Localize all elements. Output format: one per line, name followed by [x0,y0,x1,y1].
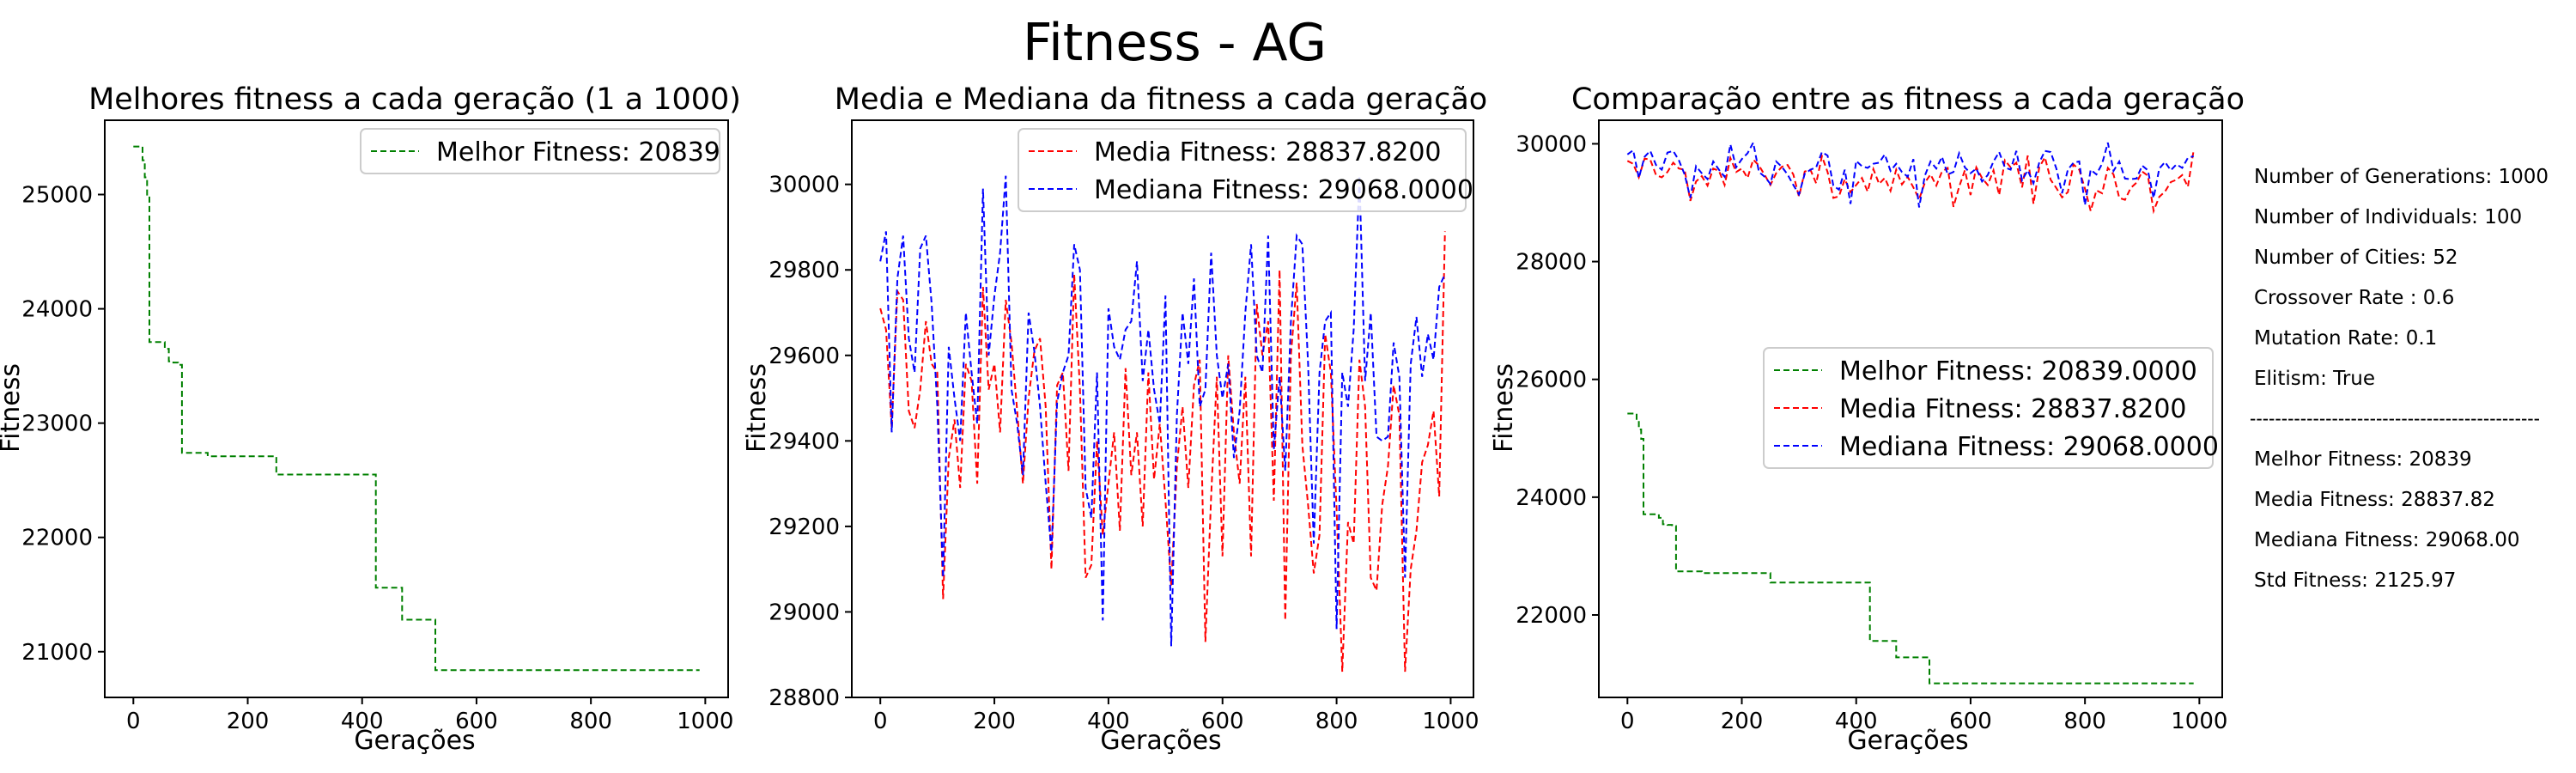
y-tick-label: 29400 [769,429,840,454]
stats-panel: Number of Generations: 1000 Number of In… [2250,166,2549,592]
x-tick-label: 0 [1620,709,1635,734]
stat-mean-fitness: Media Fitness: 28837.82 [2254,489,2495,511]
x-tick-label: 600 [1201,709,1244,734]
y-tick-label: 30000 [769,173,840,198]
y-tick-label: 30000 [1516,131,1587,157]
chart-mean-median: Media e Mediana da fitness a cada geraçã… [742,82,1487,756]
stat-generations: Number of Generations: 1000 [2254,166,2549,188]
stat-individuals: Number of Individuals: 100 [2254,206,2522,228]
x-tick-label: 1000 [1422,709,1479,734]
chart-title: Melhores fitness a cada geração (1 a 100… [88,82,741,117]
x-tick-label: 0 [126,709,141,734]
stat-std-fitness: Std Fitness: 2125.97 [2254,569,2456,592]
legend-label: Melhor Fitness: 20839.0000 [1839,356,2197,386]
y-tick-label: 24000 [21,297,93,323]
x-tick-label: 400 [1835,709,1878,734]
plot-frame [104,119,729,698]
y-tick-label: 24000 [1516,485,1587,511]
legend-label: Melhor Fitness: 20839 [436,137,720,167]
series-line [879,231,1446,673]
x-tick-label: 1000 [677,709,733,734]
figure-suptitle: Fitness - AG [1023,13,1327,73]
y-tick-label: 23000 [21,411,93,437]
stat-elitism: Elitism: True [2254,368,2375,390]
x-axis-label: Gerações [1100,726,1221,756]
y-axis-label: Fitness [1489,363,1519,453]
series-line [1627,412,2194,685]
series-line [1626,140,2194,208]
y-tick-label: 22000 [21,526,93,551]
y-tick-label: 29200 [769,514,840,540]
stat-mutation-rate: Mutation Rate: 0.1 [2254,327,2437,350]
y-axis-label: Fitness [0,363,26,453]
y-tick-label: 26000 [1516,368,1587,393]
y-tick-label: 25000 [21,182,93,208]
series-line [1626,149,2195,215]
y-tick-label: 29000 [769,600,840,625]
legend-box [1018,128,1467,212]
x-axis-label: Gerações [354,726,475,756]
x-tick-label: 200 [1721,709,1764,734]
x-tick-label: 400 [1087,709,1130,734]
x-tick-label: 0 [873,709,888,734]
x-tick-label: 800 [1315,709,1358,734]
y-tick-label: 28800 [769,685,840,711]
series-line [879,175,1446,647]
legend-label: Media Fitness: 28837.8200 [1094,137,1442,167]
y-axis-label: Fitness [742,363,772,453]
x-tick-label: 600 [455,709,498,734]
x-tick-label: 800 [569,709,612,734]
legend-label: Media Fitness: 28837.8200 [1839,394,2187,424]
legend-box [1763,347,2214,469]
stat-cities: Number of Cities: 52 [2254,247,2458,269]
y-tick-label: 29600 [769,344,840,369]
x-tick-label: 1000 [2171,709,2227,734]
stat-median-fitness: Mediana Fitness: 29068.00 [2254,529,2520,551]
x-tick-label: 200 [973,709,1016,734]
chart-comparison: Comparação entre as fitness a cada geraç… [1489,82,2245,756]
stat-best-fitness: Melhor Fitness: 20839 [2254,448,2472,471]
x-tick-label: 400 [341,709,384,734]
x-tick-label: 800 [2063,709,2106,734]
x-axis-label: Gerações [1847,726,1968,756]
series-line [133,145,700,672]
stat-crossover-rate: Crossover Rate : 0.6 [2254,287,2454,309]
y-tick-label: 21000 [21,640,93,666]
chart-title: Comparação entre as fitness a cada geraç… [1571,82,2245,117]
y-tick-label: 22000 [1516,603,1587,629]
plot-frame [851,119,1474,698]
x-tick-label: 600 [1949,709,1992,734]
legend-label: Mediana Fitness: 29068.0000 [1094,175,1473,205]
x-tick-label: 200 [227,709,270,734]
y-tick-label: 28000 [1516,250,1587,276]
stats-separator: ----------------------------------------… [2250,408,2540,430]
chart-title: Media e Mediana da fitness a cada geraçã… [835,82,1487,117]
y-tick-label: 29800 [769,258,840,283]
chart-best-fitness: Melhores fitness a cada geração (1 a 100… [0,82,741,756]
legend-box [360,128,720,174]
legend-label: Mediana Fitness: 29068.0000 [1839,432,2219,462]
plot-frame [1598,119,2223,698]
